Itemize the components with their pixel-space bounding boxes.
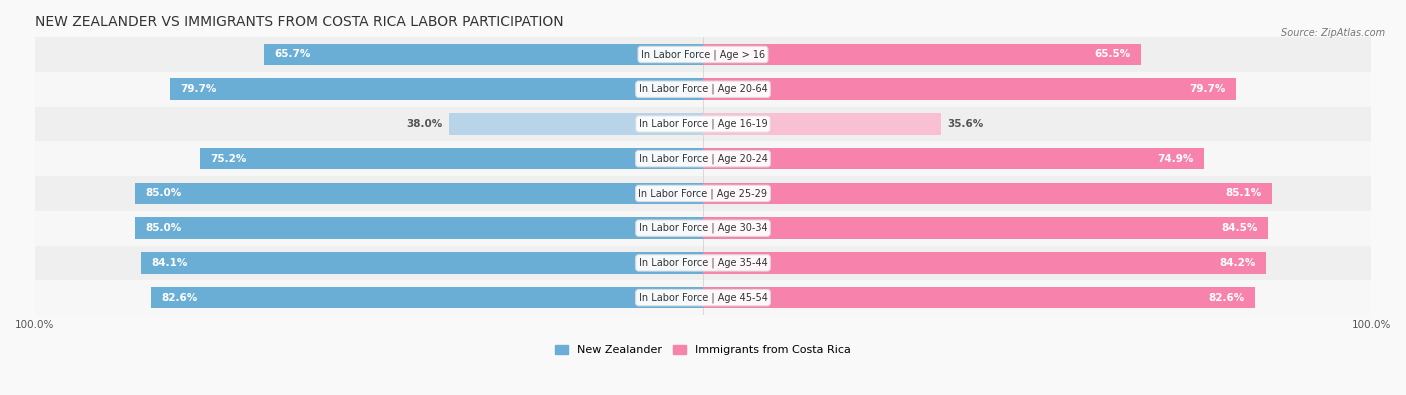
Bar	[35, 280, 1371, 315]
Bar	[135, 217, 703, 239]
Text: 84.2%: 84.2%	[1219, 258, 1256, 268]
Bar	[703, 79, 1236, 100]
Bar	[35, 37, 1371, 72]
Text: 79.7%: 79.7%	[180, 84, 217, 94]
Text: 85.1%: 85.1%	[1226, 188, 1261, 198]
Text: 38.0%: 38.0%	[406, 119, 443, 129]
Bar	[170, 79, 703, 100]
Text: In Labor Force | Age > 16: In Labor Force | Age > 16	[641, 49, 765, 60]
Bar	[703, 287, 1256, 308]
Text: 85.0%: 85.0%	[145, 188, 181, 198]
Text: Source: ZipAtlas.com: Source: ZipAtlas.com	[1281, 28, 1385, 38]
Bar	[35, 246, 1371, 280]
Text: 82.6%: 82.6%	[1209, 293, 1244, 303]
Bar	[449, 113, 703, 135]
Text: In Labor Force | Age 25-29: In Labor Force | Age 25-29	[638, 188, 768, 199]
Legend: New Zealander, Immigrants from Costa Rica: New Zealander, Immigrants from Costa Ric…	[550, 340, 856, 359]
Text: In Labor Force | Age 20-64: In Labor Force | Age 20-64	[638, 84, 768, 94]
Bar	[201, 148, 703, 169]
Bar	[35, 211, 1371, 246]
Text: 82.6%: 82.6%	[162, 293, 197, 303]
Text: In Labor Force | Age 30-34: In Labor Force | Age 30-34	[638, 223, 768, 233]
Text: In Labor Force | Age 16-19: In Labor Force | Age 16-19	[638, 119, 768, 129]
Bar	[141, 252, 703, 274]
Bar	[703, 44, 1140, 65]
Bar	[35, 176, 1371, 211]
Text: 35.6%: 35.6%	[948, 119, 984, 129]
Text: 85.0%: 85.0%	[145, 223, 181, 233]
Text: 84.1%: 84.1%	[150, 258, 187, 268]
Bar	[264, 44, 703, 65]
Text: NEW ZEALANDER VS IMMIGRANTS FROM COSTA RICA LABOR PARTICIPATION: NEW ZEALANDER VS IMMIGRANTS FROM COSTA R…	[35, 15, 564, 29]
Bar	[703, 113, 941, 135]
Bar	[703, 182, 1272, 204]
Bar	[703, 217, 1268, 239]
Bar	[35, 107, 1371, 141]
Text: 74.9%: 74.9%	[1157, 154, 1194, 164]
Bar	[35, 72, 1371, 107]
Text: In Labor Force | Age 35-44: In Labor Force | Age 35-44	[638, 258, 768, 268]
Text: 65.5%: 65.5%	[1094, 49, 1130, 60]
Text: In Labor Force | Age 20-24: In Labor Force | Age 20-24	[638, 153, 768, 164]
Text: 84.5%: 84.5%	[1222, 223, 1258, 233]
Text: 75.2%: 75.2%	[211, 154, 247, 164]
Text: 65.7%: 65.7%	[274, 49, 311, 60]
Text: 79.7%: 79.7%	[1189, 84, 1226, 94]
Bar	[703, 148, 1204, 169]
Bar	[135, 182, 703, 204]
Bar	[703, 252, 1265, 274]
Bar	[150, 287, 703, 308]
Bar	[35, 141, 1371, 176]
Text: In Labor Force | Age 45-54: In Labor Force | Age 45-54	[638, 292, 768, 303]
